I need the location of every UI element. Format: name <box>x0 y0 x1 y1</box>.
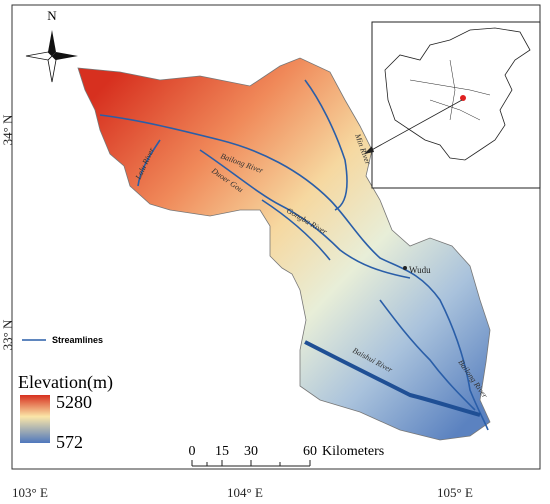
place-label: Wudu <box>409 265 431 275</box>
study-area-marker <box>460 95 466 101</box>
scale-label: 0 <box>189 444 196 459</box>
scale-label: 15 <box>215 444 229 459</box>
longitude-label: 104° E <box>227 485 263 500</box>
duoer-river-line <box>199 149 411 279</box>
bailong-river-line <box>99 114 489 431</box>
elevation-ramp <box>20 395 50 443</box>
province-lines <box>409 59 491 121</box>
rivers <box>99 79 489 431</box>
arrow-head <box>364 146 374 154</box>
lalu-river-line <box>137 139 161 187</box>
place-marker <box>403 266 407 270</box>
scale-label: 30 <box>244 444 258 459</box>
china-outline <box>384 27 531 161</box>
elevation-min: 572 <box>56 432 83 452</box>
longitude-label: 105° E <box>437 485 473 500</box>
basin <box>77 57 491 441</box>
map-frame <box>11 4 541 470</box>
baishui-river-line <box>304 340 481 417</box>
scale-label: 60 <box>303 444 317 459</box>
scale-bar <box>191 460 311 467</box>
elevation-max: 5280 <box>56 392 92 412</box>
latitude-label: 34° N <box>0 114 15 145</box>
north-arrow <box>25 30 78 83</box>
inset-arrow <box>367 99 463 153</box>
scale-unit: Kilometers <box>322 444 384 459</box>
min-river-line <box>304 79 348 211</box>
legend-title: Elevation(m) <box>18 372 113 393</box>
legend-label: Streamlines <box>52 335 103 345</box>
gongba-river-line <box>261 199 331 261</box>
tributary-line <box>379 299 476 411</box>
longitude-label: 103° E <box>12 485 48 500</box>
latitude-label: 33° N <box>0 319 15 350</box>
north-label: N <box>47 8 57 23</box>
